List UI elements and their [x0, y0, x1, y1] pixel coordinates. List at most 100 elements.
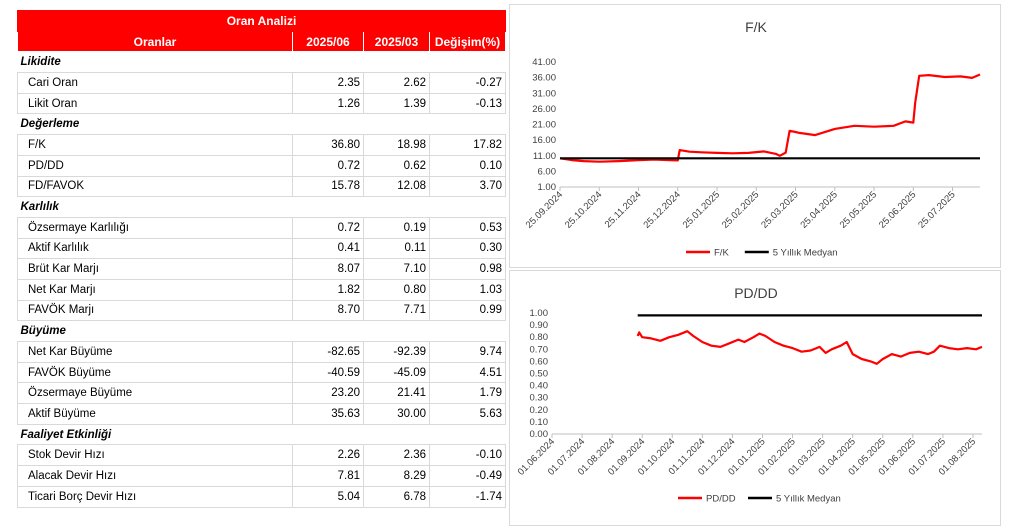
- y-tick-label: 0.40: [530, 381, 549, 392]
- x-tick-label: 25.07.2025: [916, 189, 957, 230]
- legend-label: PD/DD: [706, 494, 736, 505]
- y-tick-label: 0.80: [530, 332, 549, 343]
- ratio-analysis-table: Oran Analizi Oranlar 2025/06 2025/03 Değ…: [16, 10, 507, 508]
- change-value: -1.74: [428, 485, 507, 508]
- x-tick-label: 25.09.2024: [524, 189, 565, 230]
- value-2025-06: 2.26: [292, 444, 364, 467]
- x-tick-label: 25.10.2024: [563, 189, 604, 230]
- value-2025-06: 1.82: [292, 278, 364, 301]
- table-row: PD/DD 0.72 0.62 0.10: [17, 154, 507, 177]
- y-tick-label: 16.00: [532, 135, 556, 146]
- x-tick-label: 25.06.2025: [877, 189, 918, 230]
- value-2025-03: 0.11: [363, 237, 430, 260]
- value-2025-06: 35.63: [292, 403, 364, 425]
- y-tick-label: 11.00: [533, 151, 556, 162]
- value-2025-03: 7.10: [363, 258, 430, 280]
- column-header-change: Değişim(%): [428, 30, 507, 53]
- change-value: 3.70: [428, 175, 507, 198]
- ratio-label: Alacak Devir Hızı: [17, 465, 293, 487]
- value-2025-06: 0.72: [292, 216, 364, 239]
- table-row: F/K 36.80 18.98 17.82: [17, 134, 507, 156]
- ratio-label: Cari Oran: [17, 72, 293, 94]
- ratio-label: Net Kar Büyüme: [17, 341, 293, 363]
- value-2025-03: 0.19: [363, 216, 430, 239]
- ratio-label: Likit Oran: [17, 92, 293, 115]
- change-value: 1.79: [428, 382, 507, 405]
- section-title: Büyüme: [17, 320, 506, 342]
- value-2025-06: 0.72: [292, 154, 364, 177]
- value-2025-03: 1.39: [363, 92, 430, 115]
- y-tick-label: 26.00: [532, 104, 556, 115]
- ratio-label: FD/FAVOK: [17, 175, 293, 198]
- change-value: 5.63: [428, 403, 507, 425]
- ratio-label: Aktif Büyüme: [17, 403, 293, 425]
- chart-title: F/K: [745, 19, 767, 35]
- value-2025-03: 18.98: [363, 134, 430, 156]
- ratio-label: PD/DD: [17, 154, 293, 177]
- pd-dd-chart: PD/DD 0.00 0.10 0.20 0.30 0.40 0.50 0.60 0.70 0.8…: [509, 270, 1001, 526]
- table-row: Ticari Borç Devir Hızı 5.04 6.78 -1.74: [17, 485, 507, 508]
- section-title: Karlılık: [17, 196, 506, 218]
- pd-dd-chart-svg: PD/DD 0.000.100.200.300.400.50 0.600.700.8…: [516, 285, 983, 505]
- ratio-label: Brüt Kar Marjı: [17, 258, 293, 280]
- table-row: Aktif Karlılık 0.41 0.11 0.30: [17, 237, 507, 260]
- y-tick-label: 21.00: [532, 120, 556, 131]
- y-tick-label: 1.00: [538, 182, 557, 193]
- table-row: Stok Devir Hızı 2.26 2.36 -0.10: [17, 444, 507, 467]
- table-row: FD/FAVOK 15.78 12.08 3.70: [17, 175, 507, 198]
- change-value: -0.10: [428, 444, 507, 467]
- table-row: Alacak Devir Hızı 7.81 8.29 -0.49: [17, 465, 507, 487]
- value-2025-03: 6.78: [363, 485, 430, 508]
- chart-title: PD/DD: [734, 285, 778, 301]
- series-line-fk: [559, 73, 981, 163]
- y-tick-label: 31.00: [532, 88, 556, 99]
- ratio-label: Özsermaye Büyüme: [17, 382, 293, 405]
- column-header-period-2: 2025/03: [363, 30, 430, 53]
- value-2025-03: 2.36: [363, 444, 430, 467]
- x-tick-label: 25.12.2024: [641, 189, 682, 230]
- y-tick-label: 0.00: [530, 429, 549, 440]
- y-tick-label: 0.20: [530, 405, 549, 416]
- value-2025-06: 2.35: [292, 72, 364, 94]
- column-header-period-1: 2025/06: [292, 30, 364, 53]
- value-2025-03: 0.80: [363, 278, 430, 301]
- change-value: 0.10: [428, 154, 507, 177]
- value-2025-03: 0.62: [363, 154, 430, 177]
- value-2025-06: 36.80: [292, 134, 364, 156]
- value-2025-03: -45.09: [363, 361, 430, 384]
- ratio-label: Aktif Karlılık: [17, 237, 293, 260]
- section-row: Likidite: [17, 51, 506, 74]
- value-2025-06: 1.26: [292, 92, 364, 115]
- x-tick-label: 25.01.2025: [681, 189, 722, 230]
- y-tick-label: 0.10: [530, 417, 549, 428]
- x-tick-label: 25.04.2025: [798, 189, 839, 230]
- table-row: Özsermaye Karlılığı 0.72 0.19 0.53: [17, 216, 507, 239]
- table-title: Oran Analizi: [16, 10, 507, 32]
- section-row: Büyüme: [17, 320, 506, 342]
- y-tick-label: 0.90: [530, 320, 549, 331]
- value-2025-06: -82.65: [292, 341, 364, 363]
- change-value: 0.99: [428, 299, 507, 322]
- y-tick-label: 0.50: [530, 369, 549, 380]
- x-tick-label: 25.02.2025: [720, 189, 761, 230]
- table-title-row: Oran Analizi: [16, 10, 507, 32]
- series-line-pd-dd: [636, 330, 983, 365]
- table-row: Aktif Büyüme 35.63 30.00 5.63: [17, 403, 507, 425]
- value-2025-03: 30.00: [363, 403, 430, 425]
- table-body: Likidite Cari Oran 2.35 2.62 -0.27 Likit Oran…: [17, 51, 507, 508]
- ratio-label: F/K: [17, 134, 293, 156]
- legend-label: 5 Yıllık Medyan: [773, 248, 838, 259]
- column-header-ratios: Oranlar: [17, 30, 293, 53]
- table-row: Cari Oran 2.35 2.62 -0.27: [17, 72, 507, 94]
- table-row: Brüt Kar Marjı 8.07 7.10 0.98: [17, 258, 507, 280]
- section-title: Faaliyet Etkinliği: [17, 423, 506, 446]
- y-tick-label: 0.70: [530, 344, 549, 355]
- y-tick-label: 36.00: [532, 73, 556, 84]
- x-tick-label: 25.03.2025: [759, 189, 800, 230]
- change-value: 0.53: [428, 216, 507, 239]
- change-value: 4.51: [428, 361, 507, 384]
- value-2025-03: 12.08: [363, 175, 430, 198]
- table-row: Likit Oran 1.26 1.39 -0.13: [17, 92, 507, 115]
- table-row: Net Kar Marjı 1.82 0.80 1.03: [17, 278, 507, 301]
- table-row: Net Kar Büyüme -82.65 -92.39 9.74: [17, 341, 507, 363]
